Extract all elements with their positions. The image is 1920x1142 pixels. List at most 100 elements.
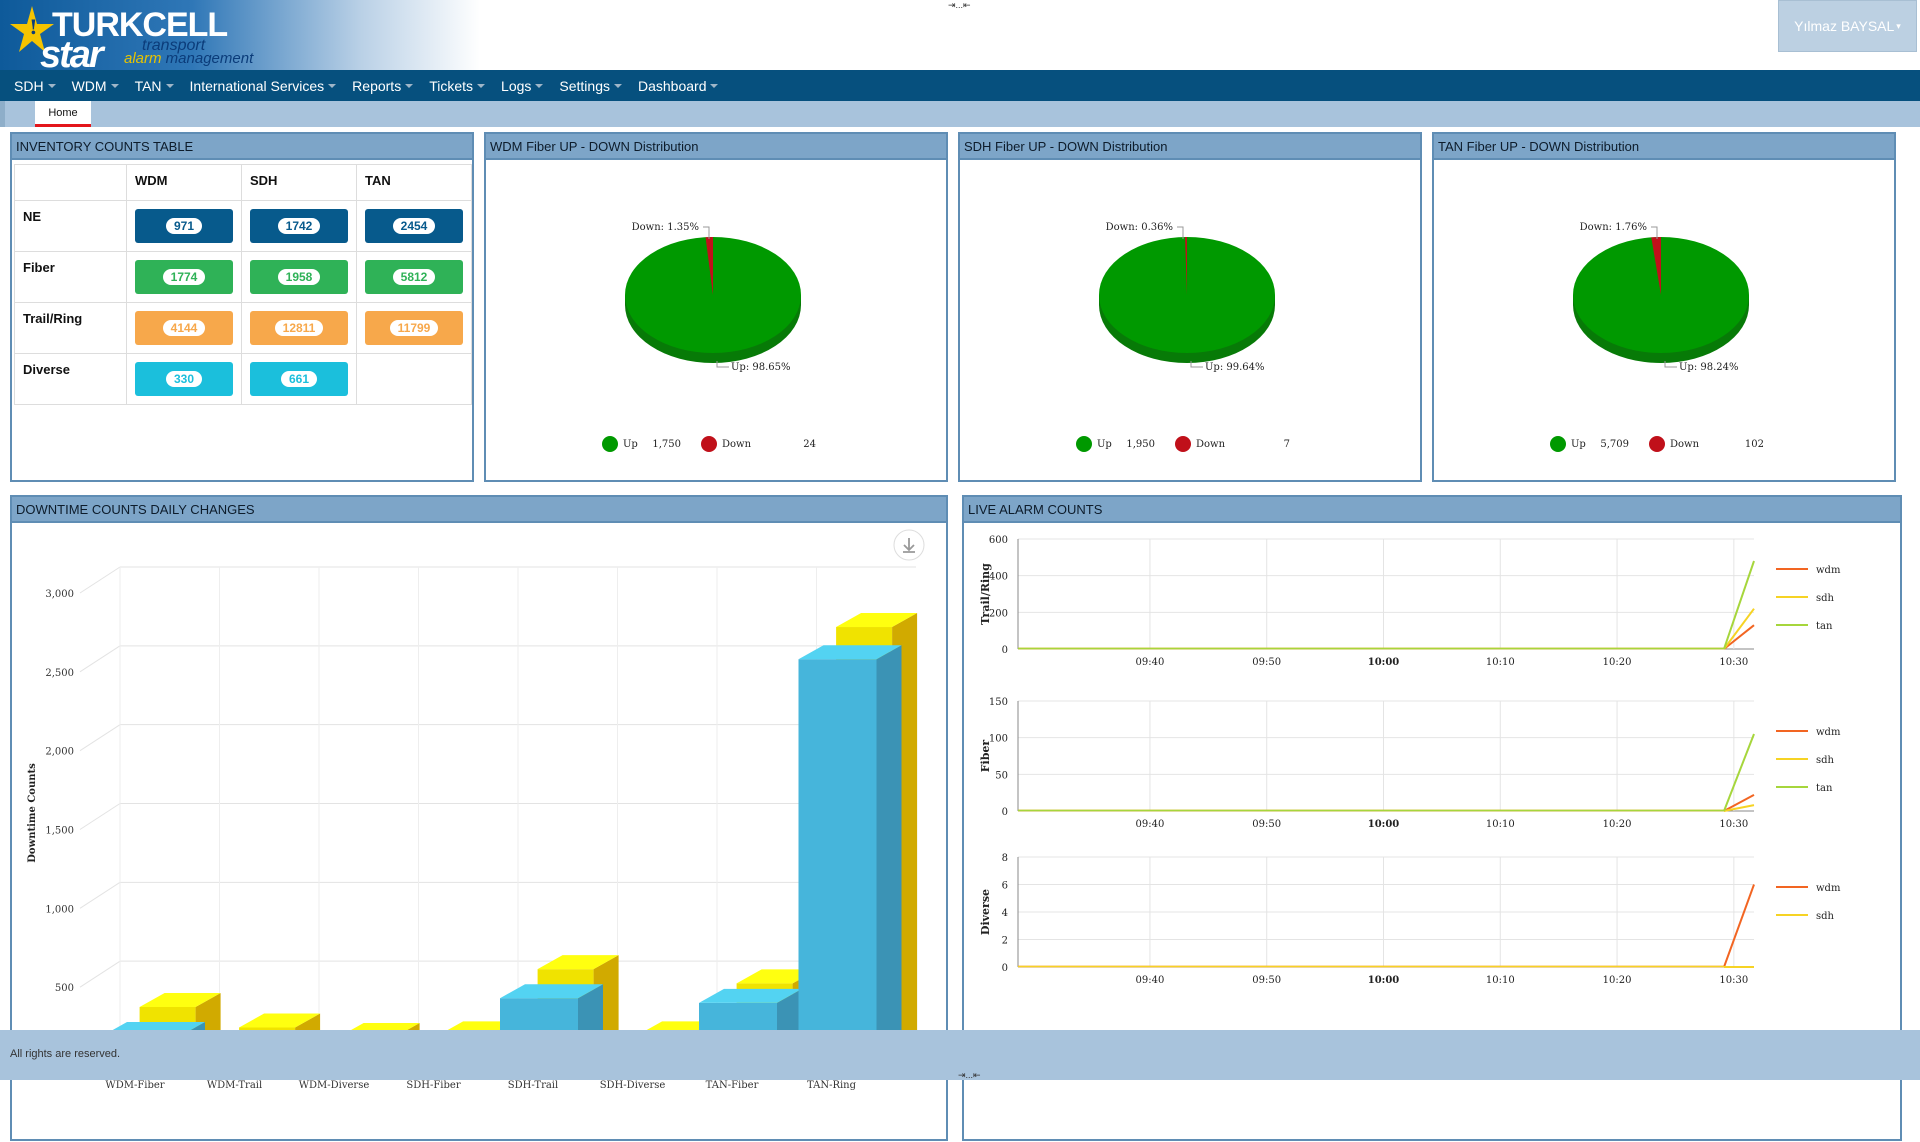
count-badge[interactable]: 1742 bbox=[250, 209, 348, 243]
panel-title: DOWNTIME COUNTS DAILY CHANGES bbox=[12, 497, 946, 523]
count-value: 1958 bbox=[277, 269, 321, 285]
grid-line bbox=[79, 724, 121, 752]
panel-title: SDH Fiber UP - DOWN Distribution bbox=[960, 134, 1420, 160]
menu-sdh[interactable]: SDH bbox=[6, 70, 64, 101]
legend-down-marker[interactable] bbox=[1649, 436, 1665, 452]
grid-line bbox=[79, 645, 121, 673]
x-tick-label: 10:00 bbox=[1368, 657, 1400, 668]
count-badge[interactable]: 1958 bbox=[250, 260, 348, 294]
y-axis-label: Diverse bbox=[979, 889, 992, 935]
legend-wdm-label[interactable]: wdm bbox=[1816, 883, 1841, 894]
resize-handle-top[interactable]: ⇥...⇤ bbox=[948, 0, 971, 10]
table-cell: 661 bbox=[241, 353, 357, 405]
menu-logs[interactable]: Logs bbox=[493, 70, 551, 101]
pie-label-connector bbox=[1177, 226, 1184, 239]
table-cell bbox=[356, 353, 472, 405]
count-badge[interactable]: 2454 bbox=[365, 209, 463, 243]
sidebar-toggle[interactable] bbox=[0, 101, 5, 127]
menu-tickets[interactable]: Tickets bbox=[421, 70, 493, 101]
bar-front[interactable] bbox=[798, 659, 877, 1066]
grid-line bbox=[79, 881, 121, 909]
legend-tan-label[interactable]: tan bbox=[1816, 783, 1833, 794]
pie-slice-down[interactable] bbox=[705, 237, 713, 295]
series-line-tan[interactable] bbox=[1723, 560, 1755, 650]
legend-sdh-label[interactable]: sdh bbox=[1816, 755, 1835, 766]
series-line-wdm[interactable] bbox=[1723, 793, 1755, 812]
column-header-sdh: SDH bbox=[241, 164, 357, 201]
count-badge[interactable]: 971 bbox=[135, 209, 233, 243]
count-badge[interactable]: 5812 bbox=[365, 260, 463, 294]
resize-handle-bottom[interactable]: ⇥...⇤ bbox=[958, 1070, 981, 1080]
legend-up-marker[interactable] bbox=[1076, 436, 1092, 452]
x-tick-label: TAN-Fiber bbox=[706, 1080, 759, 1091]
count-badge[interactable]: 11799 bbox=[365, 311, 463, 345]
legend-down-label[interactable]: Down bbox=[1670, 439, 1700, 450]
series-line-tan[interactable] bbox=[1723, 733, 1755, 812]
legend-up-label[interactable]: Up bbox=[1097, 439, 1112, 450]
y-axis-label: Fiber bbox=[979, 740, 992, 773]
dashboard-content: INVENTORY COUNTS TABLE WDM SDH TAN NE 97… bbox=[0, 127, 1920, 1141]
menu-tan[interactable]: TAN bbox=[127, 70, 182, 101]
legend-down-marker[interactable] bbox=[701, 436, 717, 452]
count-badge[interactable]: 12811 bbox=[250, 311, 348, 345]
legend-down-label[interactable]: Down bbox=[1196, 439, 1226, 450]
pie-slice-down[interactable] bbox=[1185, 237, 1187, 295]
legend-wdm-label[interactable]: wdm bbox=[1816, 727, 1841, 738]
menu-international-services[interactable]: International Services bbox=[182, 70, 345, 101]
table-cell: 1742 bbox=[241, 200, 357, 252]
menu-dashboard[interactable]: Dashboard bbox=[630, 70, 727, 101]
caret-down-icon bbox=[328, 83, 337, 88]
count-badge[interactable]: 1774 bbox=[135, 260, 233, 294]
series-line-sdh[interactable] bbox=[1723, 804, 1755, 812]
series-line-sdh[interactable] bbox=[1723, 608, 1755, 650]
pie-label-connector bbox=[1190, 361, 1203, 368]
caret-down-icon: ▾ bbox=[1896, 20, 1901, 31]
pie-slice-down[interactable] bbox=[1651, 237, 1661, 295]
y-tick-label: 4 bbox=[1002, 908, 1008, 919]
user-menu-button[interactable]: Yılmaz BAYSAL ▾ bbox=[1778, 0, 1917, 52]
legend-up-marker[interactable] bbox=[602, 436, 618, 452]
tan-pie-panel: TAN Fiber UP - DOWN Distribution Down: 1… bbox=[1432, 132, 1896, 482]
legend-up-label[interactable]: Up bbox=[623, 439, 638, 450]
x-tick-label: 10:10 bbox=[1486, 819, 1515, 830]
x-tick-label: 09:50 bbox=[1252, 819, 1281, 830]
panel-title: WDM Fiber UP - DOWN Distribution bbox=[486, 134, 946, 160]
table-cell: 5812 bbox=[356, 251, 472, 303]
legend-tan-label[interactable]: tan bbox=[1816, 621, 1833, 632]
table-cell: 330 bbox=[126, 353, 242, 405]
y-tick-label: 0 bbox=[1002, 645, 1008, 656]
menu-wdm[interactable]: WDM bbox=[64, 70, 127, 101]
bar-back-top bbox=[537, 955, 619, 970]
column-header-wdm: WDM bbox=[126, 164, 242, 201]
y-tick-label: 6 bbox=[1002, 881, 1008, 892]
legend-up-marker[interactable] bbox=[1550, 436, 1566, 452]
x-tick-label: 09:40 bbox=[1136, 657, 1165, 668]
menu-settings[interactable]: Settings bbox=[551, 70, 630, 101]
legend-down-marker[interactable] bbox=[1175, 436, 1191, 452]
panel-title: TAN Fiber UP - DOWN Distribution bbox=[1434, 134, 1894, 160]
y-tick-label: 1,500 bbox=[45, 826, 74, 837]
x-tick-label: 09:40 bbox=[1136, 975, 1165, 986]
legend-wdm-label[interactable]: wdm bbox=[1816, 565, 1841, 576]
legend-up-count: 5,709 bbox=[1600, 439, 1629, 450]
count-value: 1742 bbox=[277, 218, 321, 234]
caret-down-icon bbox=[710, 83, 719, 88]
legend-up-label[interactable]: Up bbox=[1571, 439, 1586, 450]
series-line-wdm[interactable] bbox=[1723, 884, 1755, 968]
count-badge[interactable]: 661 bbox=[250, 362, 348, 396]
count-badge[interactable]: 330 bbox=[135, 362, 233, 396]
pie-label-down: Down: 0.36% bbox=[1106, 222, 1173, 233]
download-arrow-icon bbox=[903, 538, 915, 553]
y-tick-label: 150 bbox=[989, 697, 1008, 708]
row-label: Diverse bbox=[14, 353, 127, 405]
sdh-pie-panel: SDH Fiber UP - DOWN Distribution Down: 0… bbox=[958, 132, 1422, 482]
menu-reports[interactable]: Reports bbox=[344, 70, 421, 101]
legend-sdh-label[interactable]: sdh bbox=[1816, 911, 1835, 922]
tab-home[interactable]: Home bbox=[35, 101, 91, 127]
legend-sdh-label[interactable]: sdh bbox=[1816, 593, 1835, 604]
series-line-wdm[interactable] bbox=[1723, 624, 1755, 650]
turkcell-logo[interactable]: ! TURKCELL star transport alarm manageme… bbox=[0, 0, 480, 76]
count-badge[interactable]: 4144 bbox=[135, 311, 233, 345]
legend-down-label[interactable]: Down bbox=[722, 439, 752, 450]
